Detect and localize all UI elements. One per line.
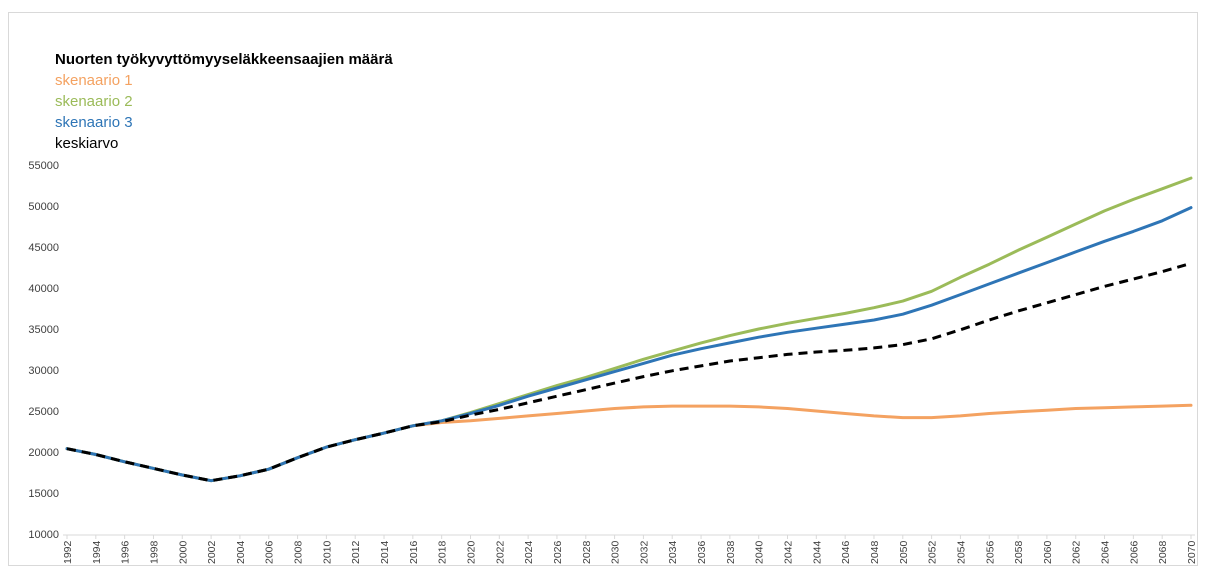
y-axis: 10000 15000 20000 25000 30000 35000 40000 45000… [28,160,59,541]
x-tick-label: 2032 [638,540,650,564]
x-tick-label: 2024 [523,540,535,564]
legend-entry-skenaario-2: skenaario 2 [55,93,133,110]
x-tick-label: 2028 [581,540,593,564]
chart-title: Nuorten työkyvyttömyyseläkkeensaajien mä… [55,51,393,68]
x-tick-label: 2002 [206,540,218,564]
x-tick-label: 2004 [235,540,247,564]
y-tick-label: 40000 [28,283,59,295]
y-tick-label: 45000 [28,242,59,254]
x-tick-label: 2016 [408,540,420,564]
legend-entry-skenaario-3: skenaario 3 [55,114,133,131]
x-tick-label: 2060 [1042,540,1054,564]
series-line-skenaario-2 [65,176,1193,483]
y-tick-label: 30000 [28,365,59,377]
y-tick-label: 15000 [28,488,59,500]
series-layer [65,176,1193,483]
y-tick-label: 35000 [28,324,59,336]
x-tick-label: 2008 [293,540,305,564]
x-tick-label: 2048 [869,540,881,564]
x-tick-label: 2036 [696,540,708,564]
x-tick-label: 2052 [927,540,939,564]
x-tick-label: 2064 [1100,540,1112,564]
x-tick-label: 2044 [811,540,823,564]
x-tick-label: 1992 [62,540,74,564]
y-tick-label: 55000 [28,160,59,172]
x-axis: 1992 1994 1996 1998 2000 2002 2004 2006 2008 2010… [62,534,1197,564]
series-line-keskiarvo [66,261,1192,483]
x-tick-label: 2026 [552,540,564,564]
x-tick-label: 2058 [1013,540,1025,564]
x-tick-label: 2056 [984,540,996,564]
x-tick-label: 2042 [783,540,795,564]
x-tick-label: 2038 [725,540,737,564]
x-tick-label: 2034 [667,540,679,564]
x-tick-label: 2014 [379,540,391,564]
chart-legend: Nuorten työkyvyttömyyseläkkeensaajien mä… [55,49,393,154]
x-tick-label: 2046 [840,540,852,564]
chart-svg: 10000 15000 20000 25000 30000 35000 40000 45000… [28,160,1197,564]
x-tick-label: 2068 [1157,540,1169,564]
x-tick-label: 2070 [1186,540,1197,564]
x-tick-label: 2062 [1071,540,1083,564]
chart-frame: 10000 15000 20000 25000 30000 35000 40000 45000… [8,12,1198,566]
x-tick-label: 2030 [610,540,622,564]
legend-entry-keskiarvo: keskiarvo [55,135,119,152]
x-tick-label: 2040 [754,540,766,564]
legend-entry-skenaario-1: skenaario 1 [55,72,133,89]
y-tick-label: 20000 [28,447,59,459]
y-tick-label: 50000 [28,201,59,213]
x-tick-label: 2020 [465,540,477,564]
x-tick-label: 2006 [264,540,276,564]
y-tick-label: 25000 [28,406,59,418]
x-tick-label: 2050 [898,540,910,564]
x-tick-label: 1998 [148,540,160,564]
x-tick-label: 2018 [437,540,449,564]
y-tick-label: 10000 [28,529,59,541]
x-tick-label: 2010 [321,540,333,564]
series-line-skenaario-3 [65,206,1193,483]
x-tick-label: 1996 [120,540,132,564]
x-tick-label: 2054 [955,540,967,564]
x-tick-label: 2012 [350,540,362,564]
x-tick-label: 2022 [494,540,506,564]
x-tick-label: 2000 [177,540,189,564]
x-tick-label: 1994 [91,540,103,564]
series-line-skenaario-1 [65,403,1193,483]
x-tick-label: 2066 [1128,540,1140,564]
